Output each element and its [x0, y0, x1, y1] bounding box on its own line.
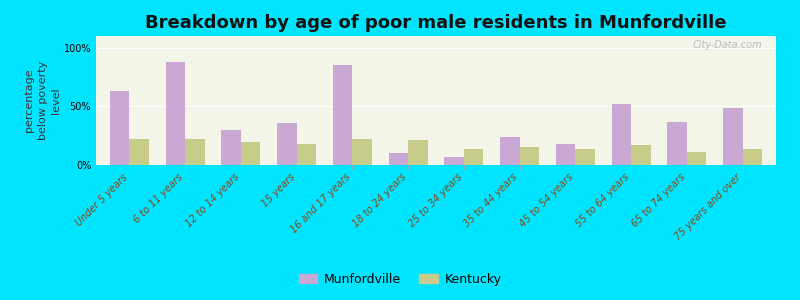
Bar — [723, 107, 742, 165]
Bar — [408, 140, 428, 165]
Bar — [166, 62, 185, 165]
Text: City-Data.com: City-Data.com — [693, 40, 762, 50]
Bar — [352, 139, 372, 165]
Bar — [631, 145, 650, 165]
Bar — [687, 152, 706, 165]
Bar — [575, 148, 595, 165]
Bar — [520, 147, 539, 165]
Bar — [185, 139, 205, 165]
Bar — [241, 142, 261, 165]
Bar — [611, 104, 631, 165]
Bar — [222, 130, 241, 165]
Bar — [464, 148, 483, 165]
Bar — [742, 148, 762, 165]
Bar — [444, 157, 464, 165]
Legend: Munfordville, Kentucky: Munfordville, Kentucky — [294, 268, 506, 291]
Y-axis label: percentage
below poverty
level: percentage below poverty level — [25, 61, 61, 140]
Bar — [110, 91, 130, 165]
Bar — [389, 153, 408, 165]
Bar — [333, 65, 352, 165]
Bar — [277, 123, 297, 165]
Title: Breakdown by age of poor male residents in Munfordville: Breakdown by age of poor male residents … — [146, 14, 726, 32]
Bar — [130, 139, 149, 165]
Bar — [297, 144, 316, 165]
Bar — [667, 122, 687, 165]
Bar — [500, 137, 520, 165]
Bar — [556, 144, 575, 165]
